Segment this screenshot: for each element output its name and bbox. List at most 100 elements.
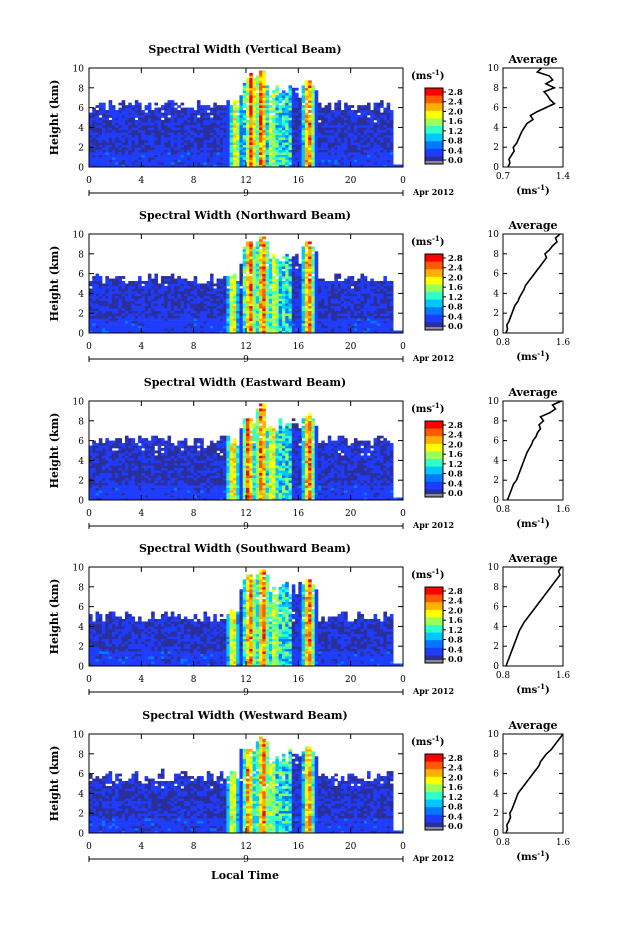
heatmap-cell: [265, 248, 270, 252]
heatmap-cell: [95, 276, 100, 279]
heatmap-cell: [252, 283, 257, 287]
heatmap-cell: [216, 330, 221, 334]
heatmap-cell: [376, 112, 381, 116]
heatmap-cell: [111, 298, 116, 302]
heatmap-cell: [210, 110, 214, 113]
heatmap-cell: [295, 124, 299, 128]
colorbar-swatch: [425, 254, 443, 257]
heatmap-cell: [268, 295, 273, 299]
heatmap-cell: [246, 241, 250, 245]
heatmap-cell: [147, 295, 152, 299]
heatmap-cell: [321, 310, 325, 314]
heatmap-cell: [134, 139, 139, 143]
heatmap-cell: [108, 285, 113, 289]
heatmap-cell: [291, 164, 296, 168]
heatmap-cell: [206, 318, 211, 321]
heatmap-cell: [187, 147, 191, 150]
heatmap-cell: [105, 323, 109, 326]
heatmap-cell: [154, 132, 158, 136]
heatmap-cell: [265, 323, 270, 326]
heatmap-cell: [187, 137, 191, 141]
heatmap-cell: [187, 323, 191, 326]
heatmap-cell: [281, 97, 286, 101]
heatmap-cell: [246, 159, 250, 163]
heatmap-cell: [265, 258, 270, 262]
heatmap-cell: [242, 139, 247, 143]
heatmap-cell: [350, 313, 355, 316]
heatmap-cell: [295, 137, 299, 141]
heatmap-cell: [138, 134, 142, 138]
heatmap-cell: [138, 127, 142, 131]
heatmap-cell: [252, 97, 257, 101]
heatmap-cell: [317, 157, 322, 160]
heatmap-cell: [121, 305, 126, 309]
heatmap-cell: [262, 256, 266, 260]
heatmap-cell: [92, 152, 96, 155]
heatmap-cell: [255, 293, 260, 297]
heatmap-cell: [157, 129, 162, 133]
heatmap-cell: [167, 154, 172, 158]
heatmap-cell: [259, 313, 263, 316]
heatmap-cell: [304, 117, 309, 121]
heatmap-cell: [370, 300, 374, 304]
colorbar-swatch: [425, 103, 443, 106]
heatmap-cell: [246, 119, 250, 123]
heatmap-cell: [321, 159, 325, 163]
heatmap-cell: [337, 318, 342, 321]
heatmap-cell: [393, 164, 397, 168]
heatmap-cell: [324, 112, 329, 116]
heatmap-cell: [147, 157, 152, 160]
heatmap-cell: [353, 313, 358, 316]
heatmap-cell: [187, 308, 191, 312]
heatmap-cell: [304, 310, 309, 314]
heatmap-cell: [89, 320, 93, 324]
heatmap-cell: [275, 159, 280, 163]
heatmap-cell: [265, 303, 270, 307]
heatmap-cell: [367, 134, 371, 138]
heatmap-cell: [350, 127, 355, 131]
heatmap-cell: [262, 157, 266, 160]
heatmap-cell: [219, 283, 224, 287]
heatmap-cell: [180, 295, 185, 299]
heatmap-cell: [105, 119, 109, 123]
heatmap-cell: [281, 162, 286, 165]
heatmap-cell: [193, 119, 198, 123]
heatmap-cell: [386, 134, 391, 138]
heatmap-cell: [357, 323, 361, 326]
heatmap-cell: [102, 149, 106, 153]
heatmap-cell: [187, 310, 191, 314]
heatmap-cell: [285, 290, 289, 294]
heatmap-cell: [291, 315, 296, 319]
heatmap-cell: [239, 152, 244, 155]
heatmap-cell: [304, 295, 309, 299]
heatmap-cell: [268, 139, 273, 143]
heatmap-cell: [236, 157, 240, 160]
heatmap-cell: [344, 127, 348, 131]
heatmap-cell: [334, 278, 338, 282]
heatmap-cell: [265, 97, 270, 101]
heatmap-cell: [236, 105, 240, 108]
heatmap-cell: [255, 122, 260, 126]
heatmap-cell: [242, 323, 247, 326]
heatmap-cell: [138, 115, 142, 118]
heatmap-cell: [386, 129, 391, 133]
heatmap-cell: [389, 149, 394, 153]
heatmap-cell: [272, 117, 276, 121]
heatmap-cell: [200, 295, 204, 299]
heatmap-cell: [196, 159, 201, 163]
colorbar-swatch: [425, 101, 443, 104]
heatmap-cell: [350, 288, 355, 292]
heatmap-cell: [98, 137, 103, 141]
heatmap-cell: [370, 162, 374, 165]
heatmap-cell: [383, 115, 387, 118]
heatmap-cell: [131, 134, 136, 138]
heatmap-cell: [301, 318, 306, 321]
heatmap-cell: [111, 278, 116, 282]
heatmap-cell: [295, 122, 299, 126]
heatmap-cell: [259, 253, 263, 257]
heatmap-cell: [102, 162, 106, 165]
heatmap-cell: [249, 134, 253, 138]
heatmap-cell: [154, 137, 158, 141]
heatmap-cell: [131, 305, 136, 309]
heatmap-cell: [370, 154, 374, 158]
